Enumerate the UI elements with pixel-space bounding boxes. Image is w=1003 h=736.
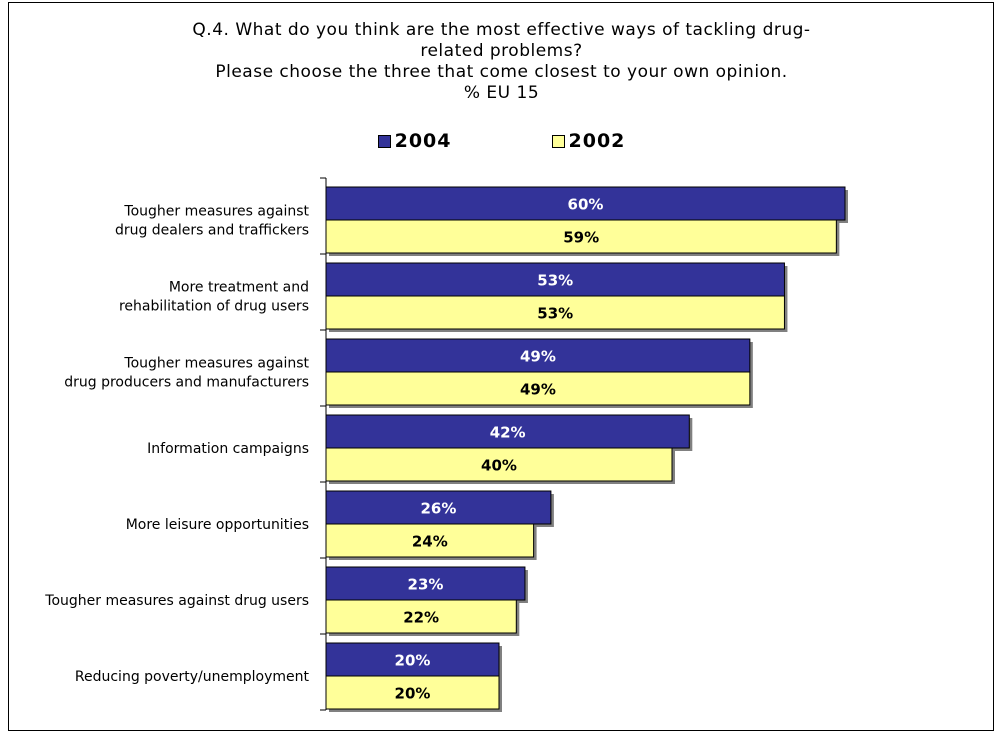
title-line-4: % EU 15 <box>463 83 540 103</box>
data-label-2004: 49% <box>520 348 556 366</box>
category-label: Information campaigns <box>147 441 309 457</box>
category-label: More leisure opportunities <box>126 517 309 533</box>
data-label-2002: 24% <box>412 533 448 551</box>
data-label-2004: 60% <box>568 196 604 214</box>
data-label-2002: 59% <box>563 229 599 247</box>
bar-2004 <box>325 262 785 297</box>
title-line-1: Q.4. What do you think are the most effe… <box>192 20 811 40</box>
data-label-2002: 53% <box>537 305 573 323</box>
category-label: Reducing poverty/unemployment <box>75 669 310 685</box>
data-label-2004: 23% <box>408 576 444 594</box>
legend-label-2004: 2004 <box>394 130 452 152</box>
data-label-2004: 53% <box>537 272 573 290</box>
bar-2004 <box>325 414 690 449</box>
data-label-2004: 26% <box>420 500 456 518</box>
bar-2002 <box>325 675 500 710</box>
category-label: Tougher measures against drug users <box>44 593 309 609</box>
bar-2004 <box>325 490 552 525</box>
chart-title: Q.4. What do you think are the most effe… <box>0 20 1003 104</box>
category-label: Tougher measures against <box>123 356 309 372</box>
legend-item-2002: 2002 <box>551 129 626 153</box>
data-label-2002: 22% <box>403 609 439 627</box>
legend-label-2002: 2002 <box>568 130 626 152</box>
bar-2004 <box>325 642 500 677</box>
bar-2002 <box>325 523 535 558</box>
bar-2002 <box>325 371 751 406</box>
bar-2002 <box>325 447 673 482</box>
data-label-2002: 49% <box>520 381 556 399</box>
category-label: drug producers and manufacturers <box>64 375 309 391</box>
bar-2004 <box>325 566 526 601</box>
bar-2002 <box>325 295 785 330</box>
category-label: More treatment and <box>169 280 309 296</box>
title-line-2: related problems? <box>420 41 583 61</box>
legend-swatch-2004 <box>377 134 391 148</box>
bar-2002 <box>325 599 517 634</box>
category-label: rehabilitation of drug users <box>119 299 309 315</box>
bar-2002 <box>325 219 837 254</box>
data-label-2002: 20% <box>395 685 431 703</box>
bar-2004 <box>325 338 751 373</box>
legend-swatch-2002 <box>551 134 565 148</box>
category-label: drug dealers and traffickers <box>115 223 309 239</box>
legend: 2004 2002 <box>0 129 1003 153</box>
data-label-2004: 20% <box>395 652 431 670</box>
category-label: Tougher measures against <box>123 204 309 220</box>
data-label-2002: 40% <box>481 457 517 475</box>
title-line-3: Please choose the three that come closes… <box>215 62 788 82</box>
legend-item-2004: 2004 <box>377 129 452 153</box>
data-label-2004: 42% <box>490 424 526 442</box>
